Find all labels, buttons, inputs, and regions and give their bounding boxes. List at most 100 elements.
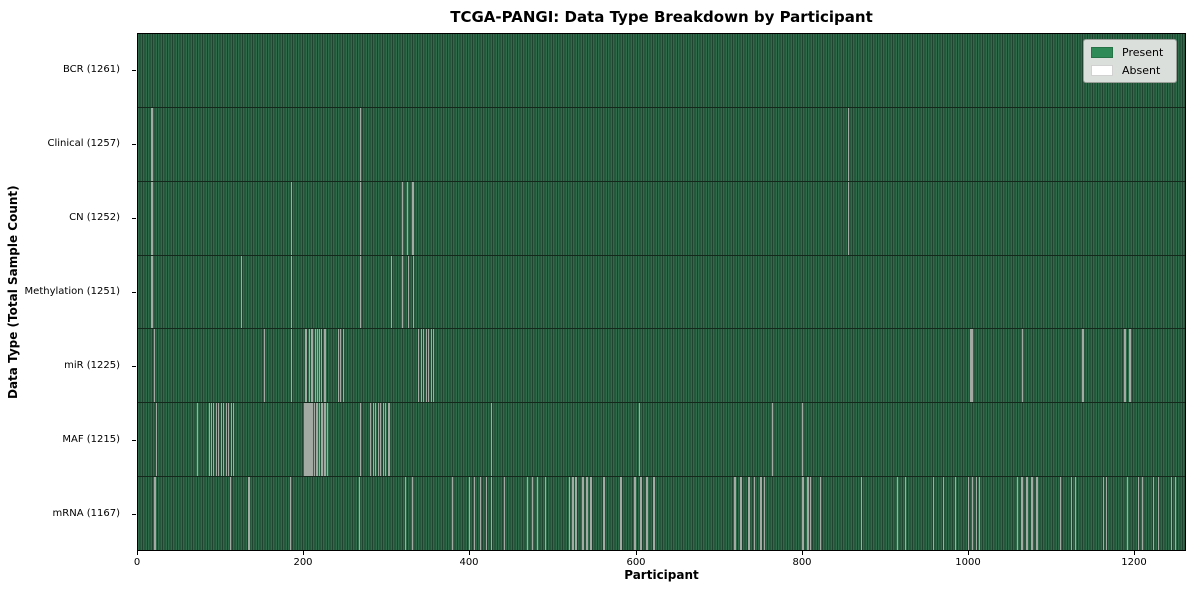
absent-mark bbox=[375, 403, 377, 477]
absent-mark bbox=[317, 403, 319, 477]
heatmap-row-clinical bbox=[138, 106, 1185, 181]
absent-mark bbox=[1021, 329, 1023, 403]
absent-mark bbox=[971, 329, 973, 403]
absent-mark bbox=[308, 403, 310, 477]
absent-mark bbox=[230, 403, 232, 477]
absent-mark bbox=[474, 477, 475, 551]
x-tick-mark bbox=[303, 551, 304, 555]
absent-mark bbox=[430, 329, 432, 403]
absent-mark bbox=[733, 477, 735, 551]
y-tick-mark bbox=[132, 514, 136, 515]
absent-mark bbox=[309, 403, 311, 477]
legend-swatch-absent bbox=[1091, 64, 1113, 76]
absent-mark bbox=[213, 403, 215, 477]
absent-mark bbox=[372, 403, 374, 477]
y-tick-mark bbox=[132, 292, 136, 293]
absent-mark bbox=[240, 255, 242, 329]
y-tick-label: mRNA (1167) bbox=[52, 508, 120, 519]
absent-mark bbox=[310, 403, 312, 477]
absent-mark bbox=[639, 477, 641, 551]
absent-mark bbox=[582, 477, 584, 551]
heatmap-row-maf bbox=[138, 402, 1185, 477]
absent-mark bbox=[323, 329, 325, 403]
absent-mark bbox=[527, 477, 529, 551]
absent-mark bbox=[407, 255, 409, 329]
absent-mark bbox=[1082, 329, 1084, 403]
x-tick-label: 1200 bbox=[1121, 557, 1147, 568]
absent-mark bbox=[747, 477, 749, 551]
x-tick-mark bbox=[1134, 551, 1135, 555]
absent-mark bbox=[764, 477, 766, 551]
absent-mark bbox=[264, 329, 266, 403]
absent-mark bbox=[208, 403, 210, 477]
absent-mark bbox=[411, 477, 413, 551]
chart-title: TCGA-PANGI: Data Type Breakdown by Parti… bbox=[450, 8, 873, 26]
absent-mark bbox=[151, 107, 153, 181]
absent-mark bbox=[358, 477, 360, 551]
x-tick-label: 200 bbox=[293, 557, 313, 568]
absent-mark bbox=[412, 255, 414, 329]
absent-mark bbox=[1021, 477, 1023, 551]
y-tick-mark bbox=[132, 366, 136, 367]
absent-mark bbox=[1075, 477, 1077, 551]
absent-mark bbox=[761, 477, 763, 551]
absent-mark bbox=[152, 107, 154, 181]
absent-mark bbox=[970, 329, 972, 403]
absent-mark bbox=[215, 403, 217, 477]
absent-mark bbox=[310, 329, 312, 403]
x-tick-mark bbox=[636, 551, 637, 555]
absent-mark bbox=[861, 477, 863, 551]
absent-mark bbox=[581, 477, 583, 551]
absent-mark bbox=[1157, 477, 1159, 551]
absent-mark bbox=[401, 181, 403, 255]
absent-mark bbox=[586, 477, 587, 551]
absent-mark bbox=[469, 477, 471, 551]
heatmap-row-bcr bbox=[138, 34, 1185, 107]
absent-mark bbox=[380, 403, 382, 477]
absent-mark bbox=[801, 403, 803, 477]
absent-mark bbox=[603, 477, 605, 551]
absent-mark bbox=[218, 403, 220, 477]
absent-mark bbox=[370, 403, 372, 477]
absent-mark bbox=[572, 477, 574, 551]
absent-mark bbox=[479, 477, 481, 551]
absent-mark bbox=[1025, 477, 1027, 551]
absent-mark bbox=[819, 477, 821, 551]
absent-mark bbox=[153, 329, 155, 403]
absent-mark bbox=[291, 329, 293, 403]
absent-mark bbox=[806, 477, 808, 551]
absent-mark bbox=[645, 477, 647, 551]
y-tick-mark bbox=[132, 218, 136, 219]
absent-mark bbox=[802, 477, 804, 551]
absent-mark bbox=[586, 477, 588, 551]
absent-mark bbox=[1030, 477, 1032, 551]
absent-mark bbox=[387, 403, 389, 477]
y-tick-mark bbox=[132, 70, 136, 71]
absent-mark bbox=[734, 477, 736, 551]
absent-mark bbox=[360, 107, 362, 181]
absent-mark bbox=[634, 477, 636, 551]
absent-mark bbox=[848, 181, 850, 255]
absent-mark bbox=[634, 477, 636, 551]
absent-mark bbox=[532, 477, 534, 551]
absent-mark bbox=[848, 107, 850, 181]
x-tick-label: 1000 bbox=[955, 557, 981, 568]
absent-mark bbox=[382, 403, 384, 477]
x-tick-mark bbox=[802, 551, 803, 555]
absent-mark bbox=[1130, 329, 1132, 403]
absent-mark bbox=[156, 403, 158, 477]
legend-swatch-present bbox=[1091, 46, 1113, 58]
absent-mark bbox=[315, 403, 317, 477]
absent-mark bbox=[233, 403, 235, 477]
absent-mark bbox=[1152, 477, 1154, 551]
absent-mark bbox=[754, 477, 756, 551]
absent-mark bbox=[405, 477, 407, 551]
absent-mark bbox=[653, 477, 655, 551]
absent-mark bbox=[304, 329, 306, 403]
absent-mark bbox=[451, 477, 453, 551]
absent-mark bbox=[1026, 477, 1028, 551]
x-tick-label: 800 bbox=[792, 557, 812, 568]
absent-mark bbox=[360, 181, 362, 255]
absent-mark bbox=[620, 477, 622, 551]
